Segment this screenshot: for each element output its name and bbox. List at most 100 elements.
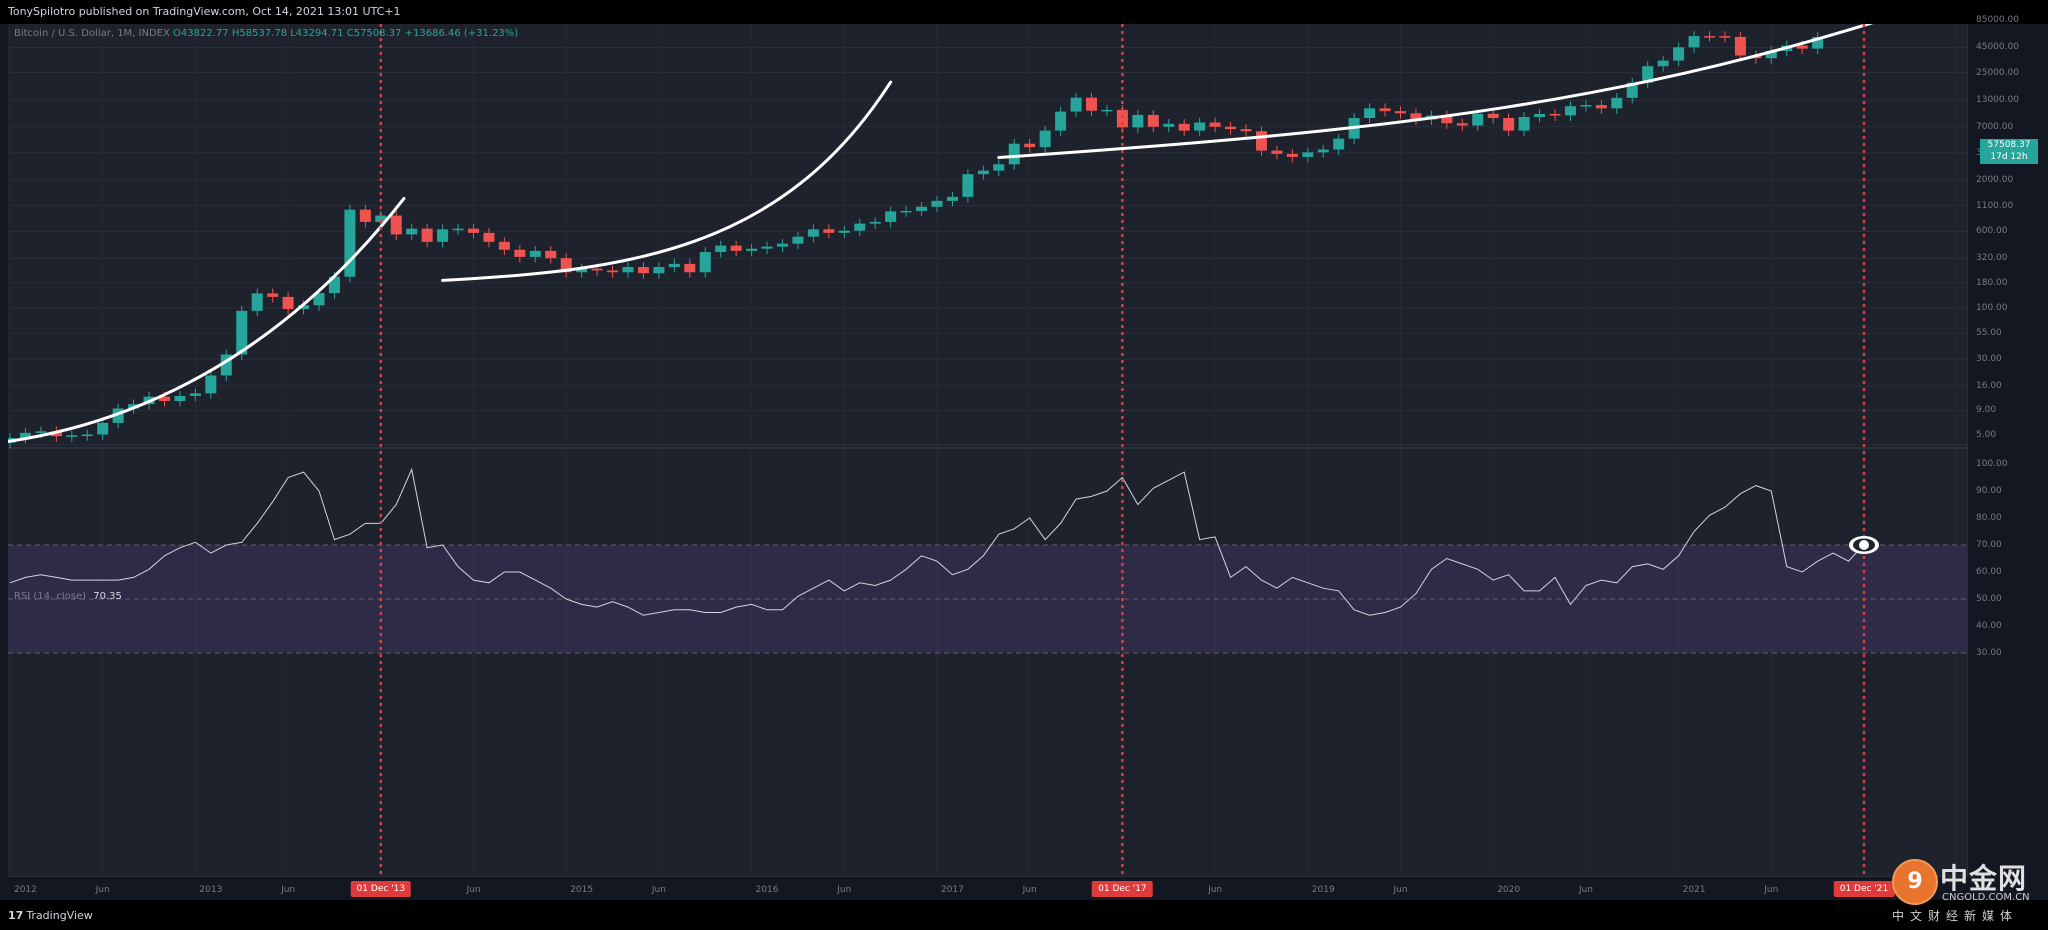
candle-body [1642,66,1654,83]
candle-body [1796,45,1808,49]
candle-body [1147,114,1159,127]
candle-body [715,245,727,253]
candle-body [823,229,835,233]
time-label: Jun [1393,885,1408,895]
time-marker-badge[interactable]: 01 Dec '17 [1092,881,1153,897]
candlestick-series [8,31,1824,449]
candle-body [1549,113,1561,116]
candle-body [1008,143,1020,165]
candle-body [607,270,619,273]
candle-body [1503,117,1515,131]
candle-body [977,170,989,175]
price-label: 45000.00 [1976,42,2019,53]
tradingview-logo[interactable]: 17 TradingView [8,909,93,922]
candle-body [560,258,572,273]
chart-canvas[interactable] [8,24,1975,876]
rsi-polyline [9,467,1865,616]
candle-body [50,431,62,437]
candle-body [468,228,479,233]
candle-body [746,248,758,251]
time-axis[interactable]: 2012 Jun 2013 Jun Jun 2015 Jun 2016 Jun 2017 Jun Ju… [8,876,1975,901]
candle-body [313,293,325,306]
candle-body [1456,123,1468,126]
candle-body [344,209,356,277]
candle-body [437,229,449,242]
candle-body [900,210,912,213]
change-value: +13686.46 (+31.23%) [404,28,519,39]
candle-body [483,232,495,242]
candle-body [1673,47,1685,61]
candle-body [1734,36,1746,56]
candle-body [1812,37,1824,49]
candle-body [1055,111,1067,131]
candle-body [1086,97,1097,111]
watermark-tagline: 中文财经新媒体 [1892,909,2019,923]
candle-body [1580,105,1592,107]
candle-body [66,435,78,437]
candle-body [159,396,170,402]
price-label: 16.00 [1976,380,2002,391]
ohlc-legend[interactable]: Bitcoin / U.S. Dollar, 1M, INDEX O43822.… [14,28,518,39]
price-label: 7000.00 [1976,121,2014,132]
rsi-axis-label: 50.00 [1976,594,2002,604]
candle-body [267,293,279,297]
rsi-axis-label: 30.00 [1976,648,2002,658]
candle-body [1626,82,1638,98]
candle-body [1704,36,1715,38]
candle-body [1240,129,1252,132]
candle-body [205,375,217,394]
close-value: C57508.37 [346,28,402,39]
eye-pupil [1859,540,1869,550]
candle-body [1163,123,1175,127]
candle-body [1364,108,1376,118]
candle-body [452,228,464,231]
rsi-pane [8,544,1975,654]
candle-body [81,434,93,437]
candle-body [545,250,557,259]
time-marker-badge[interactable]: 01 Dec '13 [350,881,412,897]
time-label: 2012 [13,885,37,895]
candle-body [1070,97,1082,112]
candle-body [1255,131,1267,151]
time-label: Jun [95,885,110,895]
candle-body [406,228,418,235]
tv-logo-icon: 17 [8,909,24,922]
candle-body [1719,36,1731,38]
publisher-text: TonySpilotro published on TradingView.co… [8,5,401,18]
publish-header: TonySpilotro published on TradingView.co… [0,0,2048,24]
rsi-legend[interactable]: RSI (14, close) 70.35 [14,591,122,602]
candle-body [637,267,649,274]
watermark: 9 中金网 CNGOLD.COM.CN 中文财经新媒体 [1888,855,2048,930]
price-label: 85000.00 [1976,15,2019,26]
time-label: Jun [466,885,481,895]
trend-curve-1 [8,196,406,443]
price-label: 180.00 [1976,277,2008,288]
candle-body [777,243,788,247]
candle-body [236,310,248,355]
candle-body [1039,130,1051,148]
time-marker-badge[interactable]: 01 Dec '21 [1833,881,1895,897]
rsi-axis-label: 70.00 [1976,540,2002,550]
time-label: Jun [1208,885,1223,895]
chart-pane[interactable]: Bitcoin / U.S. Dollar, 1M, INDEX O43822.… [8,24,1975,876]
time-label: 2015 [570,885,594,895]
candle-body [591,268,603,271]
symbol-label: Bitcoin / U.S. Dollar, 1M, INDEX [14,28,170,39]
candle-body [1302,152,1314,157]
candle-body [1765,50,1777,59]
candle-body [1441,115,1453,124]
footer-bar: 17 TradingView [0,900,2048,930]
time-label: Jun [281,885,296,895]
price-label: 100.00 [1976,302,2008,313]
candle-body [622,267,634,273]
candle-body [576,268,588,273]
candle-body [498,241,510,250]
time-label: 2016 [755,885,779,895]
candle-body [668,263,680,268]
candle-body [97,422,109,435]
cycle-top-markers [379,24,1866,876]
time-label: 2020 [1497,885,1521,895]
candle-body [514,249,526,257]
candle-body [792,236,804,244]
candle-body [699,252,711,273]
